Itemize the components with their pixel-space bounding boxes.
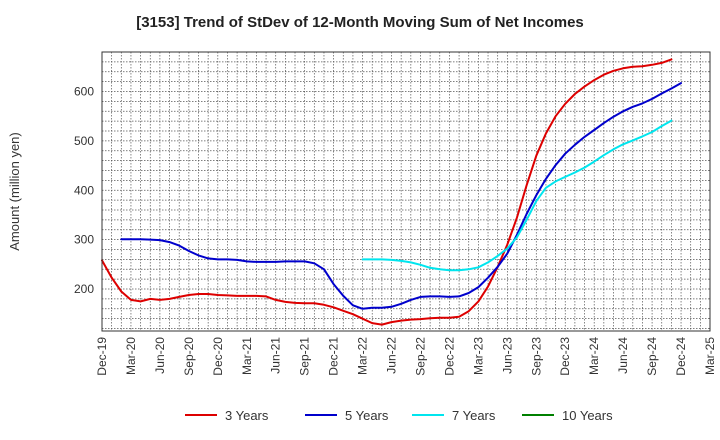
x-tick-label: Sep-24 — [645, 337, 659, 376]
x-tick-label: Dec-22 — [442, 337, 456, 376]
x-tick-label: Dec-24 — [674, 337, 688, 376]
x-tick-label: Mar-25 — [703, 337, 717, 375]
x-tick-label: Mar-23 — [471, 337, 485, 375]
chart-title: [3153] Trend of StDev of 12-Month Moving… — [136, 14, 584, 31]
plot-area — [102, 52, 710, 331]
series-line-5-years — [120, 82, 682, 310]
plot-frame — [101, 51, 711, 332]
x-tick-label: Sep-22 — [413, 337, 427, 376]
series-line-7-years — [361, 119, 673, 272]
x-tick-label: Jun-22 — [385, 337, 399, 374]
x-tick-label: Jun-23 — [500, 337, 514, 374]
x-tick-label: Dec-21 — [327, 337, 341, 376]
x-tick-label: Mar-24 — [587, 337, 601, 375]
y-axis-title: Amount (million yen) — [7, 132, 22, 251]
legend-label-5-years: 5 Years — [345, 408, 389, 423]
y-tick-label: 200 — [74, 282, 94, 296]
x-tick-label: Jun-24 — [616, 337, 630, 374]
y-tick-labels: 200 300 400 500 600 — [74, 85, 94, 297]
x-tick-label: Dec-19 — [95, 337, 109, 376]
legend-label-7-years: 7 Years — [452, 408, 496, 423]
x-tick-label: Dec-20 — [211, 337, 225, 376]
grid-layer — [102, 51, 710, 331]
legend-label-3-years: 3 Years — [225, 408, 269, 423]
y-tick-label: 600 — [74, 85, 94, 99]
x-tick-label: Mar-21 — [240, 337, 254, 375]
x-tick-label: Mar-22 — [356, 337, 370, 375]
legend-label-10-years: 10 Years — [562, 408, 613, 423]
x-tick-label: Sep-23 — [529, 337, 543, 376]
y-tick-label: 400 — [74, 183, 94, 197]
x-tick-label: Jun-21 — [269, 337, 283, 374]
series-layer — [101, 58, 682, 326]
x-tick-label: Jun-20 — [153, 337, 167, 374]
x-tick-label: Sep-21 — [298, 337, 312, 376]
x-tick-labels: Dec-19 Mar-20 Jun-20 Sep-20 Dec-20 Mar-21 Jun-… — [95, 337, 717, 376]
y-tick-label: 500 — [74, 134, 94, 148]
series-line-3-years — [101, 58, 673, 326]
x-tick-label: Dec-23 — [558, 337, 572, 376]
y-tick-label: 300 — [74, 233, 94, 247]
x-tick-label: Mar-20 — [124, 337, 138, 375]
legend: 3 Years 5 Years 7 Years 10 Years — [185, 408, 613, 423]
x-tick-label: Sep-20 — [182, 337, 196, 376]
